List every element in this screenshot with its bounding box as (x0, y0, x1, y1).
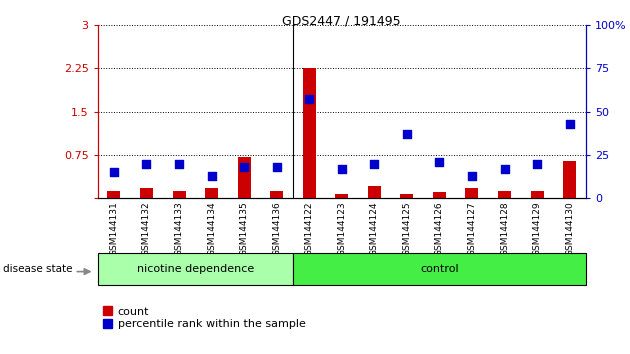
Bar (205, 188, 218, 198)
Bar (401, 194, 413, 198)
Point (174, 161, 184, 166)
Text: GDS2447 / 191495: GDS2447 / 191495 (282, 14, 401, 27)
Point (304, 97, 314, 102)
Bar (98, 253, 293, 285)
Bar (140, 188, 153, 198)
Point (207, 173, 217, 178)
Legend: count, percentile rank within the sample: count, percentile rank within the sample (103, 307, 306, 330)
Bar (302, 68, 316, 198)
Point (369, 161, 379, 166)
Point (336, 166, 346, 172)
Point (402, 131, 412, 137)
Bar (335, 194, 348, 198)
Text: control: control (420, 264, 459, 274)
Point (467, 173, 477, 178)
Point (500, 166, 510, 172)
Bar (270, 191, 283, 198)
Text: nicotine dependence: nicotine dependence (137, 264, 254, 274)
Bar (173, 191, 186, 198)
Bar (293, 253, 586, 285)
Point (532, 161, 542, 166)
Point (272, 164, 282, 170)
Bar (238, 156, 251, 198)
Point (564, 121, 575, 126)
Point (109, 170, 119, 175)
Bar (433, 193, 446, 198)
Bar (530, 191, 544, 198)
Bar (107, 191, 120, 198)
Bar (563, 161, 576, 198)
Bar (368, 185, 381, 198)
Text: disease state: disease state (3, 264, 72, 274)
Point (435, 159, 445, 165)
Point (142, 161, 152, 166)
Point (239, 164, 249, 170)
Bar (466, 188, 479, 198)
Bar (498, 191, 511, 198)
